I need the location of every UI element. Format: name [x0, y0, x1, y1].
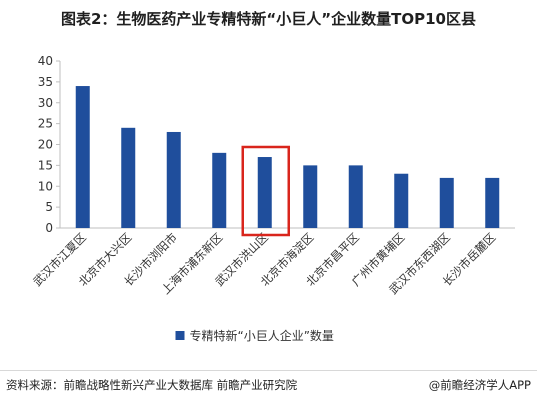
bar [394, 173, 409, 228]
y-tick-label: 30 [38, 96, 53, 110]
chart-title: 图表2：生物医药产业专精特新“小巨人”企业数量TOP10区县 [60, 10, 476, 28]
bar [257, 157, 272, 228]
y-tick-label: 15 [38, 158, 53, 172]
bar [166, 131, 181, 228]
y-tick-label: 25 [38, 117, 53, 131]
chart-area: 0 5 10 15 20 25 30 35 40 武汉市江夏区 北京市大兴区 长沙市浏阳市 上海市浦东新… [0, 40, 537, 365]
bar [485, 177, 500, 228]
legend-swatch [175, 331, 185, 340]
brand-text: @前瞻经济学人APP [428, 378, 531, 392]
bar [303, 165, 318, 228]
y-tick-label: 40 [38, 54, 53, 68]
footer: 资料来源：前瞻战略性新兴产业大数据库 前瞻产业研究院 @前瞻经济学人APP [0, 370, 537, 399]
highlight-box [241, 145, 290, 237]
bar [439, 177, 454, 228]
bar [212, 152, 227, 228]
y-tick-label: 10 [38, 179, 53, 193]
bar [75, 86, 90, 228]
bar [348, 165, 363, 228]
y-tick-label: 0 [45, 221, 53, 235]
y-tick-label: 35 [38, 75, 53, 89]
legend-label: 专精特新“小巨人企业”数量 [190, 328, 334, 343]
y-tick-label: 20 [38, 138, 53, 152]
bar-chart: 0510152025303540武汉市江夏区北京市大兴区长沙市浏阳市上海市浦东新… [30, 54, 515, 343]
source-text: 资料来源：前瞻战略性新兴产业大数据库 前瞻产业研究院 [6, 378, 298, 392]
bar [121, 127, 136, 228]
y-tick-label: 5 [45, 200, 53, 214]
